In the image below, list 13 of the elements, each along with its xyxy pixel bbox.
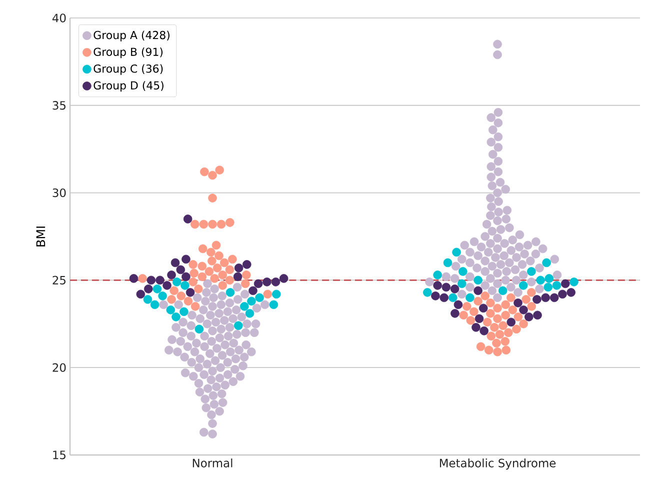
y-tick-label: 15 [53, 450, 66, 460]
y-tick-label: 35 [52, 101, 66, 110]
y-tick-label: 20 [52, 363, 66, 372]
y-tick-label: 25 [52, 276, 66, 285]
legend-label: Group B (91) [94, 48, 163, 58]
x-tick-label: Metabolic Syndrome [440, 458, 556, 470]
x-tick-label: Normal [192, 458, 232, 468]
legend-label: Group C (36) [94, 64, 163, 75]
legend-label: Group D (45) [94, 81, 164, 92]
y-axis-title: BMI [36, 226, 46, 246]
y-tick-label: 30 [52, 188, 66, 198]
legend-label: Group A (428) [94, 30, 170, 42]
y-tick-label: 40 [52, 14, 66, 22]
